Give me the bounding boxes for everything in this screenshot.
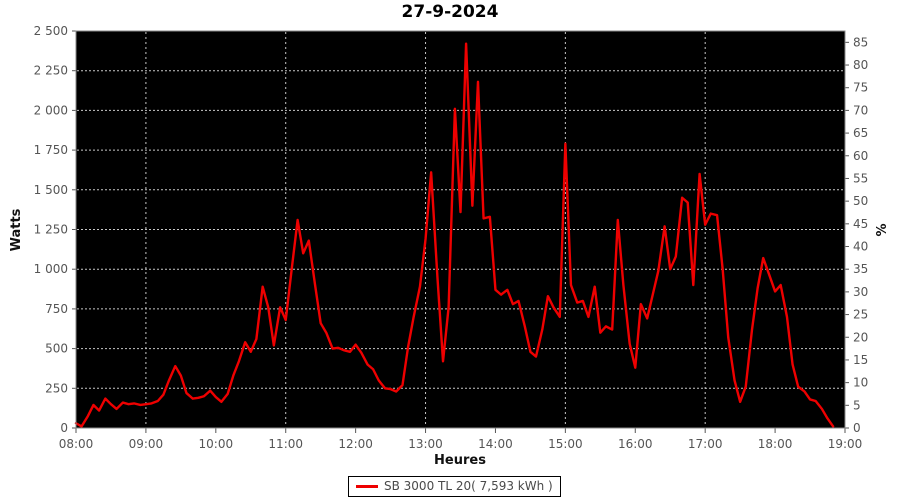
y-tick-label: 1 750: [34, 143, 68, 157]
y2-axis-title: %: [875, 223, 890, 236]
series-lines: [74, 42, 835, 428]
y-axis-title: Watts: [9, 208, 24, 251]
x-tick-label: 19:00: [828, 437, 863, 451]
y2-tick-label: 35: [853, 262, 868, 276]
y-tick-label: 2 000: [34, 103, 68, 117]
y-tick-label: 1 000: [34, 262, 68, 276]
x-tick-label: 16:00: [618, 437, 653, 451]
y2-tick-label: 0: [853, 421, 861, 435]
x-axis-title: Heures: [434, 453, 486, 468]
x-tick-label: 18:00: [758, 437, 793, 451]
y2-tick-label: 25: [853, 308, 868, 322]
y-tick-label: 0: [60, 421, 68, 435]
y2-tick-label: 30: [853, 285, 868, 299]
y2-tick-label: 80: [853, 58, 868, 72]
plot-border: [75, 30, 846, 429]
y2-tick-label: 40: [853, 240, 868, 254]
y2-tick-label: 70: [853, 103, 868, 117]
y2-tick-label: 50: [853, 194, 868, 208]
y2-tick-label: 65: [853, 126, 868, 140]
y2-tick-label: 10: [853, 376, 868, 390]
series-line: [74, 42, 835, 428]
y-tick-label: 2 250: [34, 64, 68, 78]
chart-title: 27-9-2024: [401, 2, 499, 22]
y2-tick-label: 20: [853, 330, 868, 344]
y2-tick-label: 5: [853, 398, 861, 412]
y-tick-label: 1 500: [34, 183, 68, 197]
y-tick-label: 2 500: [34, 24, 68, 38]
y2-tick-label: 85: [853, 35, 868, 49]
chart-legend[interactable]: SB 3000 TL 20( 7,593 kWh ): [348, 476, 561, 497]
y-tick-label: 500: [45, 342, 68, 356]
y-tick-label: 250: [45, 381, 68, 395]
x-tick-label: 08:00: [59, 437, 94, 451]
y2-tick-label: 60: [853, 149, 868, 163]
legend-color-swatch: [356, 484, 378, 488]
plot-background: [76, 31, 845, 428]
y-tick-label: 1 250: [34, 223, 68, 237]
y2-tick-label: 55: [853, 171, 868, 185]
x-tick-label: 12:00: [338, 437, 373, 451]
x-tick-label: 17:00: [688, 437, 723, 451]
y-tick-label: 750: [45, 302, 68, 316]
axis-ticks: [72, 30, 849, 433]
y2-tick-label: 75: [853, 81, 868, 95]
grid-lines: [77, 30, 844, 427]
legend-entry-label: SB 3000 TL 20( 7,593 kWh ): [384, 479, 553, 493]
x-tick-label: 10:00: [199, 437, 234, 451]
x-tick-label: 14:00: [478, 437, 513, 451]
x-tick-label: 09:00: [129, 437, 164, 451]
x-tick-label: 13:00: [408, 437, 443, 451]
x-tick-label: 11:00: [268, 437, 303, 451]
y2-tick-label: 45: [853, 217, 868, 231]
x-tick-label: 15:00: [548, 437, 583, 451]
y2-tick-label: 15: [853, 353, 868, 367]
